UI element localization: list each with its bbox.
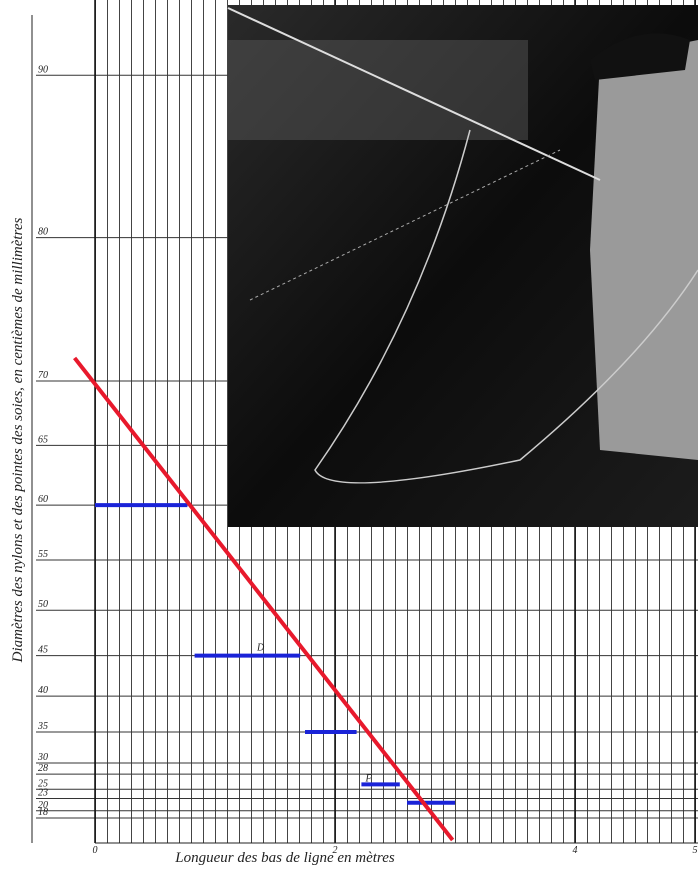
x-tick-label: 0 [93,845,98,856]
y-axis-title: Diamètres des nylons et des pointes des … [10,218,26,664]
y-tick-label: 30 [37,752,48,763]
x-tick-label: 5 [693,845,698,856]
y-tick-label: 23 [38,787,48,798]
y-tick-label: 80 [38,227,48,238]
x-tick-label: 4 [573,845,578,856]
y-tick-label: 28 [38,763,48,774]
y-tick-label: 50 [38,599,48,610]
y-tick-label: 55 [38,549,48,560]
y-tick-label: 60 [38,494,48,505]
y-tick-label: 65 [38,434,48,445]
annotation: D [256,642,265,653]
y-tick-label: 35 [37,721,48,732]
y-tick-label: 18 [38,807,48,818]
y-tick-label: 70 [38,370,48,381]
y-tick-label: 90 [38,64,48,75]
annotation: F [365,773,373,784]
photo [228,5,698,527]
chart: 908070656055504540353028252320180245 Lon… [0,0,698,879]
y-tick-label: 45 [38,645,48,656]
y-tick-label: 40 [38,685,48,696]
x-axis-title: Longueur des bas de ligne en mètres [174,850,395,866]
